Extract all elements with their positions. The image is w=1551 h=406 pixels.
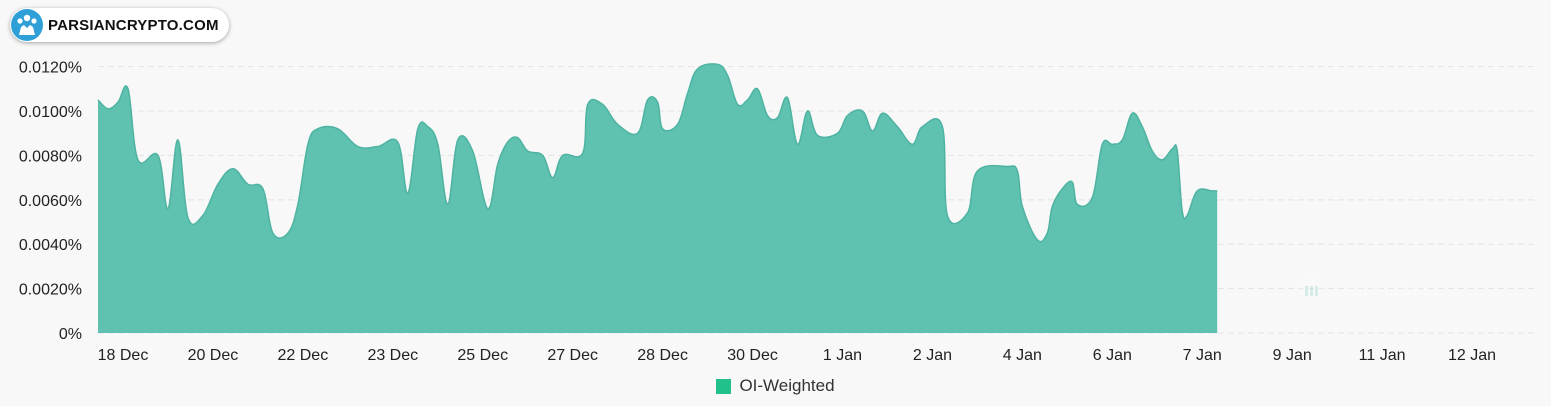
x-tick-label: 11 Jan bbox=[1359, 347, 1406, 364]
site-badge[interactable]: PARSIANCRYPTO.COM bbox=[10, 8, 229, 42]
x-tick-label: 12 Jan bbox=[1448, 347, 1496, 364]
series-area-oi-weighted[interactable] bbox=[98, 63, 1218, 333]
y-axis-ticks: 0% 0.0020% 0.0040% 0.0060% 0.0080% 0.0100% 0.0… bbox=[19, 60, 82, 343]
x-tick-label: 9 Jan bbox=[1273, 347, 1312, 364]
x-tick-label: 4 Jan bbox=[1003, 347, 1042, 364]
coinglass-watermark: coinglass bbox=[1296, 272, 1445, 306]
watermark-text: coinglass bbox=[1334, 275, 1445, 302]
x-tick-label: 30 Dec bbox=[727, 347, 778, 364]
x-tick-label: 20 Dec bbox=[188, 347, 239, 364]
x-tick-label: 2 Jan bbox=[913, 347, 952, 364]
x-tick-label: 6 Jan bbox=[1093, 347, 1132, 364]
y-tick-label: 0.0080% bbox=[19, 148, 82, 165]
x-axis-ticks: 18 Dec 20 Dec 22 Dec 23 Dec 25 Dec 27 Dec 28 D… bbox=[98, 347, 1496, 364]
chart-legend[interactable]: OI-Weighted bbox=[0, 376, 1551, 396]
legend-swatch bbox=[716, 378, 732, 394]
coinglass-logo-icon bbox=[1298, 275, 1324, 300]
x-tick-label: 25 Dec bbox=[457, 347, 508, 364]
x-tick-label: 22 Dec bbox=[278, 347, 329, 364]
legend-label: OI-Weighted bbox=[739, 376, 835, 395]
x-tick-label: 7 Jan bbox=[1183, 347, 1222, 364]
x-tick-label: 18 Dec bbox=[98, 347, 149, 364]
x-tick-label: 28 Dec bbox=[637, 347, 688, 364]
series-line-oi-weighted bbox=[97, 63, 1218, 243]
x-tick-label: 27 Dec bbox=[547, 347, 598, 364]
y-tick-label: 0% bbox=[59, 326, 82, 343]
y-tick-label: 0.0120% bbox=[19, 60, 82, 77]
x-tick-label: 1 Jan bbox=[823, 347, 862, 364]
y-tick-label: 0.0020% bbox=[19, 282, 82, 299]
x-tick-label: 23 Dec bbox=[367, 347, 418, 364]
y-tick-label: 0.0100% bbox=[19, 104, 82, 121]
site-name: PARSIANCRYPTO.COM bbox=[48, 16, 219, 34]
site-logo-icon bbox=[10, 8, 44, 42]
area-series bbox=[97, 63, 1218, 333]
y-tick-label: 0.0040% bbox=[19, 237, 82, 254]
y-tick-label: 0.0060% bbox=[19, 193, 82, 210]
